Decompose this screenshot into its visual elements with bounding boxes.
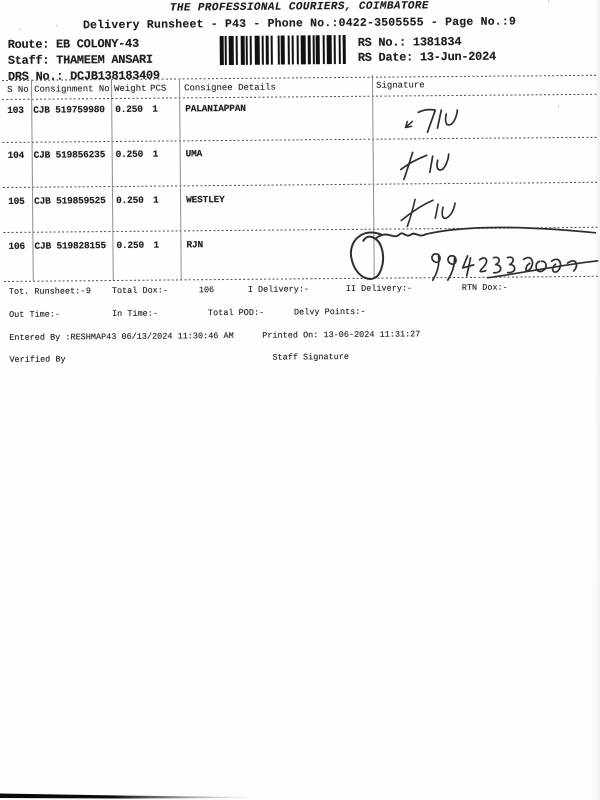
ii-delivery-label: II Delivery:-: [345, 283, 413, 294]
scan-speck: ': [546, 0, 552, 10]
row-weight: 0.250: [115, 148, 144, 160]
rs-date-value: 13-Jun-2024: [419, 49, 496, 65]
row-consignment: CJB 519828155: [34, 240, 107, 252]
row-pcs: 1: [152, 103, 158, 115]
row-sno: 105: [8, 195, 25, 207]
row-weight: 0.250: [116, 194, 144, 206]
row-weight: 0.250: [115, 103, 143, 115]
scan-speck: ': [556, 105, 562, 115]
column-divider-consignment: [110, 79, 114, 281]
printed-on-text: Printed On: 13-06-2024 11:31:27: [262, 329, 421, 341]
total-dox-label: Total Dox:-: [111, 285, 168, 297]
rs-no-value: 1381834: [412, 34, 462, 50]
row-pcs: 1: [152, 148, 159, 160]
column-divider-pcs: [178, 78, 182, 280]
col-header-signature: Signature: [376, 80, 425, 91]
drs-label: DRS No.:: [7, 69, 64, 84]
col-header-pcs: PCS: [150, 83, 167, 94]
row-sno: 104: [7, 149, 25, 161]
delvy-points-label: Delvy Points:-: [293, 306, 366, 318]
col-header-consignment: Consignment No: [34, 84, 110, 95]
row-consignment: CJB 519859525: [34, 195, 106, 207]
handwritten-signature-row-106: [349, 198, 599, 282]
row-sno: 103: [7, 104, 24, 116]
route-field: Route: EB COLONY-43: [8, 37, 139, 52]
i-delivery-label: I Delivery:-: [247, 284, 310, 295]
row-consignee: UMA: [185, 148, 203, 160]
barcode-bar: [346, 35, 348, 64]
row-sno: 106: [8, 240, 26, 252]
scan-speck: ': [54, 24, 60, 34]
staff-signature-label: Staff Signature: [272, 351, 349, 363]
tot-runsheet-value: 9: [85, 286, 91, 297]
scan-speck: ': [17, 27, 23, 37]
tot-runsheet-label: Tot. Runsheet:-: [8, 286, 86, 297]
rs-barcode: [219, 34, 348, 66]
in-time-label: In Time:-: [112, 308, 159, 320]
row-consignment: CJB 519856235: [33, 149, 106, 161]
row-consignee: RJN: [186, 239, 204, 251]
route-label: Route:: [7, 37, 50, 52]
route-value: EB COLONY-43: [55, 36, 139, 52]
total-pod-label: Total POD:-: [207, 307, 265, 319]
rs-date-field: RS Date: 13-Jun-2024: [358, 50, 496, 65]
scan-speck: ': [85, 23, 91, 33]
out-time-label: Out Time:-: [9, 309, 61, 320]
staff-label: Staff:: [7, 53, 50, 68]
row-consignee: PALANIAPPAN: [185, 102, 246, 115]
row-consignee: WESTLEY: [186, 194, 225, 206]
rs-no-field: RS No.: 1381834: [358, 35, 462, 50]
row-separator-1: [2, 136, 598, 143]
row-pcs: 1: [153, 239, 160, 251]
row-consignment: CJB 519759980: [33, 104, 105, 116]
company-title: THE PROFESSIONAL COURIERS, COIMBATORE: [169, 0, 429, 15]
total-dox-value: 106: [198, 285, 215, 296]
rs-date-label: RS Date:: [357, 50, 414, 65]
verified-by-label: Verified By: [9, 354, 66, 365]
drs-value: DCJB138183409: [70, 68, 160, 84]
row-separator-2: [2, 181, 598, 188]
handwritten-signature-row-104: [399, 151, 450, 181]
rtn-dox-label: RTN Dox:-: [461, 282, 508, 293]
row-pcs: 1: [153, 194, 159, 206]
col-header-consignee: Consignee Details: [184, 82, 276, 94]
table-header-rule: [2, 93, 598, 100]
rs-no-label: RS No.:: [357, 35, 407, 50]
handwritten-signature-row-103: [404, 108, 459, 134]
row-weight: 0.250: [116, 239, 145, 251]
scan-edge-artifact: [0, 793, 250, 799]
col-header-weight: Weight: [114, 83, 147, 95]
staff-value: THAMEEM ANSARI: [56, 52, 153, 68]
col-header-sno: S No: [7, 84, 29, 95]
entered-by-text: Entered By :RESHMAP43 06/13/2024 11:30:4…: [9, 330, 234, 343]
staff-field: Staff: THAMEEM ANSARI: [8, 53, 153, 68]
